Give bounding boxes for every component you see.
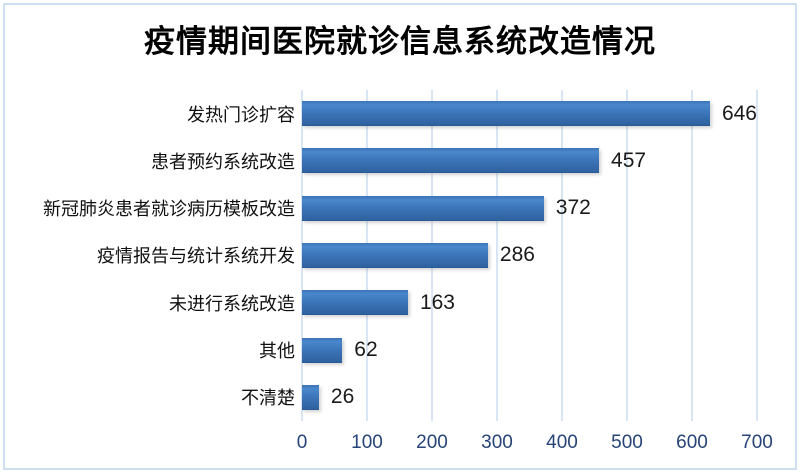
bar-row: 62	[302, 326, 757, 373]
bar	[302, 337, 343, 363]
x-tick-label: 0	[296, 432, 308, 453]
x-tick-label: 300	[481, 432, 513, 453]
category-row: 不清楚	[12, 374, 295, 421]
bar-row: 26	[302, 374, 757, 421]
category-label: 发热门诊扩容	[187, 104, 295, 125]
category-label: 其他	[259, 341, 295, 362]
value-label: 372	[555, 196, 591, 220]
x-tick-label: 400	[546, 432, 578, 453]
chart-title: 疫情期间医院就诊信息系统改造情况	[144, 24, 656, 59]
category-row: 其他	[12, 326, 295, 373]
gridline	[626, 90, 628, 421]
bar-row: 286	[302, 232, 757, 279]
x-tick-label: 700	[741, 432, 773, 453]
category-row: 发热门诊扩容	[12, 90, 295, 137]
category-label: 未进行系统改造	[169, 293, 295, 314]
bar-row: 646	[302, 90, 757, 137]
bar	[302, 242, 488, 268]
value-label: 646	[721, 101, 757, 125]
gridline	[756, 90, 758, 421]
value-label: 26	[330, 385, 355, 409]
category-label: 患者预约系统改造	[151, 151, 295, 172]
bar	[302, 384, 319, 410]
category-row: 疫情报告与统计系统开发	[12, 232, 295, 279]
bar	[302, 290, 408, 316]
x-tick-label: 200	[416, 432, 448, 453]
category-label: 不清楚	[241, 388, 295, 409]
gridline	[691, 90, 693, 421]
x-tick-label: 600	[676, 432, 708, 453]
category-row: 患者预约系统改造	[12, 137, 295, 184]
value-label: 286	[499, 243, 535, 267]
x-tick-label: 100	[351, 432, 383, 453]
value-label: 163	[419, 290, 455, 314]
bar-row: 372	[302, 185, 757, 232]
value-label: 62	[354, 338, 378, 362]
gridline	[496, 90, 498, 421]
bar-row: 163	[302, 279, 757, 326]
category-axis: 发热门诊扩容患者预约系统改造新冠肺炎患者就诊病历模板改造疫情报告与统计系统开发未…	[12, 90, 295, 421]
value-label: 457	[611, 148, 647, 172]
x-axis: 0 100 200 300 400 500 600 700	[297, 432, 773, 460]
bar	[302, 195, 544, 221]
gridline	[561, 90, 563, 421]
x-tick-label: 500	[611, 432, 643, 453]
bar	[302, 101, 710, 127]
category-row: 新冠肺炎患者就诊病历模板改造	[12, 185, 295, 232]
plot-area: 646 457 372 286 163 62 26	[301, 90, 758, 421]
bar	[302, 148, 600, 174]
category-label: 新冠肺炎患者就诊病历模板改造	[43, 199, 295, 220]
category-label: 疫情报告与统计系统开发	[97, 246, 295, 267]
category-row: 未进行系统改造	[12, 279, 295, 326]
bar-row: 457	[302, 137, 757, 184]
